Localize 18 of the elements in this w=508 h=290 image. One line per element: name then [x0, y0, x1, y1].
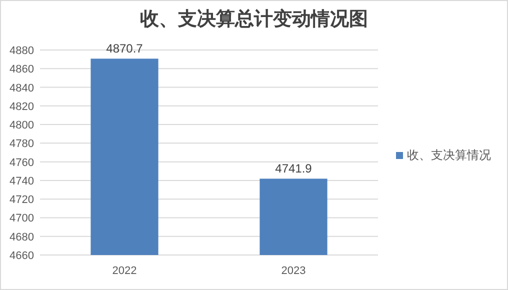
y-tick-label: 4840 — [10, 82, 34, 94]
data-label: 4741.9 — [275, 162, 312, 176]
y-tick-label: 4660 — [10, 250, 34, 262]
y-tick-label: 4680 — [10, 231, 34, 244]
x-tick-label: 2023 — [281, 265, 306, 277]
y-tick-label: 4720 — [10, 194, 34, 206]
x-tick-label: 2022 — [112, 265, 137, 277]
y-tick-label: 4860 — [10, 64, 34, 76]
data-label: 4870.7 — [106, 42, 144, 56]
y-tick-label: 4880 — [10, 45, 34, 57]
y-tick-label: 4800 — [10, 120, 34, 132]
legend-label: 收、支决算情况 — [407, 148, 491, 162]
y-tick-label: 4740 — [10, 175, 34, 188]
chart-title: 收、支决算总计变动情况图 — [140, 8, 368, 30]
y-tick-label: 4700 — [10, 212, 34, 225]
y-tick-label: 4780 — [10, 138, 34, 150]
y-tick-label: 4820 — [10, 100, 34, 113]
y-tick-label: 4760 — [10, 156, 34, 169]
